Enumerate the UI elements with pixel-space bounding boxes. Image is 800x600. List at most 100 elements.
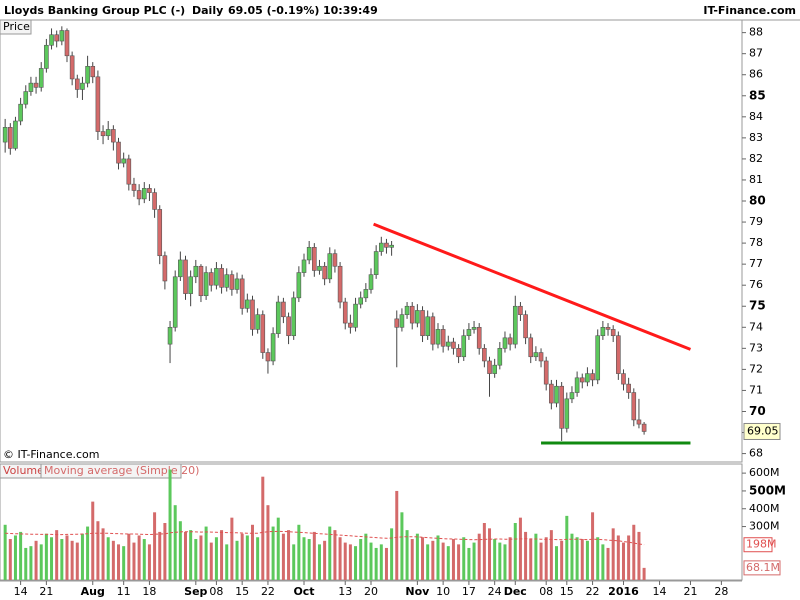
candle-body xyxy=(538,352,544,362)
volume-bar xyxy=(163,523,167,580)
y-tick-label: 80 xyxy=(749,194,766,208)
candle-body xyxy=(54,34,59,42)
volume-bar xyxy=(111,540,115,580)
volume-bar xyxy=(173,505,177,580)
volume-tick-label: 300M xyxy=(749,520,780,533)
candle-body xyxy=(533,352,539,358)
volume-bar xyxy=(415,533,419,580)
volume-bar xyxy=(214,537,218,580)
volume-bar xyxy=(189,530,193,580)
candle-body xyxy=(440,329,446,347)
candle-body xyxy=(64,30,70,57)
candle-body xyxy=(327,253,333,280)
ma-name: Moving average (Simple 20) xyxy=(44,464,199,477)
volume-bar xyxy=(632,524,636,580)
volume-bar xyxy=(147,544,151,580)
volume-bar xyxy=(338,537,342,580)
volume-bar xyxy=(220,530,224,580)
volume-bar xyxy=(55,530,59,580)
y-tick-label: 73 xyxy=(749,341,763,354)
volume-bar xyxy=(235,540,239,580)
volume-bar xyxy=(256,537,260,580)
candle-body xyxy=(332,253,338,267)
volume-tick-label: 500M xyxy=(749,483,786,497)
volume-bar xyxy=(539,542,543,580)
last-volume-box xyxy=(743,560,781,576)
candle-body xyxy=(348,322,353,328)
candle-body xyxy=(49,34,54,46)
candle-body xyxy=(147,188,152,193)
volume-bar xyxy=(240,533,244,580)
volume-bar xyxy=(106,537,110,580)
candle-body xyxy=(255,314,260,330)
x-tick-label: Dec xyxy=(504,585,527,598)
candle-body xyxy=(33,82,39,88)
volume-bar xyxy=(457,544,461,580)
volume-bar xyxy=(142,539,146,580)
candle-body xyxy=(353,303,358,328)
candle-body xyxy=(549,383,554,404)
volume-bar xyxy=(544,537,548,580)
x-tick-label: 22 xyxy=(261,585,275,598)
volume-bar xyxy=(524,531,528,580)
candle-body xyxy=(260,314,266,353)
y-tick-label: 87 xyxy=(749,47,763,60)
candle-body xyxy=(554,385,559,404)
volume-bar xyxy=(292,544,296,580)
y-tick-label: 78 xyxy=(749,236,763,249)
volume-bar xyxy=(80,533,84,580)
candle-body xyxy=(157,209,163,257)
y-tick-label: 81 xyxy=(749,173,763,186)
x-tick-label: 20 xyxy=(364,585,378,598)
volume-bar xyxy=(555,546,558,580)
last-volume: 68.1M xyxy=(746,561,780,574)
volume-bar xyxy=(508,537,512,580)
candle-body xyxy=(18,103,23,122)
volume-bar xyxy=(75,542,79,580)
volume-bar xyxy=(96,521,100,580)
volume-bar xyxy=(549,530,553,580)
candle-body xyxy=(621,373,626,385)
x-tick-label: 08 xyxy=(209,585,223,598)
candle-body xyxy=(497,348,503,366)
candle-body xyxy=(85,66,90,84)
candle-body xyxy=(312,247,317,271)
volume-bar xyxy=(184,531,187,580)
volume-bar xyxy=(266,505,270,580)
candle-body xyxy=(178,259,183,278)
volume-bar xyxy=(307,539,311,580)
candle-body xyxy=(626,383,631,393)
volume-bar xyxy=(374,547,378,580)
volume-bar xyxy=(19,531,23,580)
candle-body xyxy=(126,158,132,185)
candle-body xyxy=(265,352,271,362)
candle-body xyxy=(121,158,126,164)
volume-bar xyxy=(199,535,203,580)
volume-bar xyxy=(343,542,347,580)
candle-body xyxy=(384,242,389,248)
volume-bar xyxy=(493,539,497,580)
x-tick-label: 15 xyxy=(235,585,249,598)
volume-bar xyxy=(560,540,564,580)
candle-body xyxy=(610,329,616,337)
source: IT-Finance.com xyxy=(703,4,796,17)
candle-body xyxy=(379,242,384,252)
volume-bar xyxy=(400,512,404,580)
candle-body xyxy=(95,76,101,132)
volume-bar xyxy=(421,537,425,580)
candle-body xyxy=(466,329,472,337)
y-tick-label: 74 xyxy=(749,320,763,333)
y-tick-label: 72 xyxy=(749,362,763,375)
candle-body xyxy=(616,335,621,374)
x-tick-label: 08 xyxy=(539,585,553,598)
x-tick-label: Sep xyxy=(184,585,207,598)
candle-body xyxy=(100,131,106,137)
x-tick-label: 17 xyxy=(462,585,476,598)
candle-body xyxy=(74,78,80,90)
candle-body xyxy=(507,337,513,345)
candle-body xyxy=(641,423,647,432)
candle-body xyxy=(543,360,549,385)
candle-body xyxy=(564,398,570,429)
candle-body xyxy=(425,316,430,337)
candle-body xyxy=(219,268,224,288)
